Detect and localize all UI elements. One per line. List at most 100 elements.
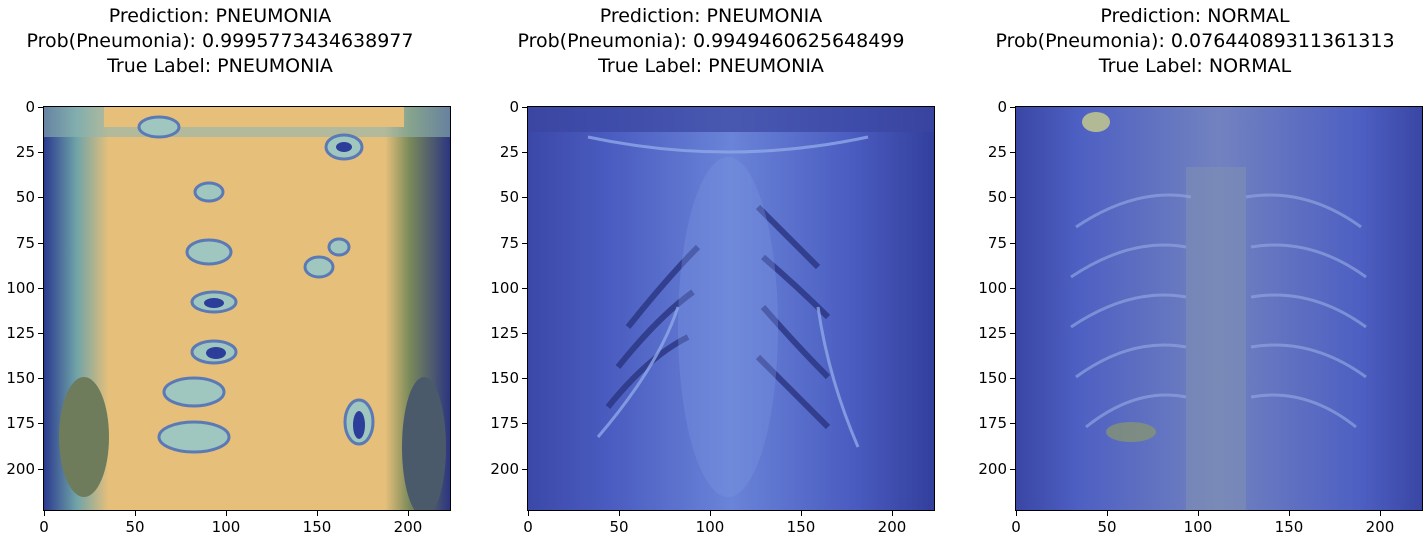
y-tick-mark	[522, 288, 527, 289]
x-tick-label: 50	[609, 518, 629, 536]
y-tick-mark	[522, 107, 527, 108]
x-tick-label: 150	[1274, 518, 1304, 536]
y-tick-mark	[38, 423, 43, 424]
panel-probability: Prob(Pneumonia): 0.9995773434638977	[26, 30, 414, 52]
x-tick-label: 50	[1097, 518, 1117, 536]
y-tick-label: 150	[978, 369, 1007, 387]
y-tick-mark	[38, 197, 43, 198]
y-tick-mark	[1010, 423, 1015, 424]
panel-prediction: Prediction: PNEUMONIA	[108, 5, 332, 27]
y-tick-label: 200	[978, 460, 1007, 478]
x-tick-label: 100	[695, 518, 725, 536]
y-tick-label: 175	[978, 414, 1007, 432]
y-tick-mark	[1010, 152, 1015, 153]
x-tick-mark	[710, 511, 711, 516]
heatmap-image-3	[1015, 106, 1423, 511]
y-tick-mark	[1010, 333, 1015, 334]
x-tick-label: 0	[523, 518, 533, 536]
y-tick-label: 0	[997, 98, 1007, 116]
y-tick-label: 0	[509, 98, 519, 116]
y-tick-label: 75	[499, 234, 519, 252]
y-tick-label: 25	[499, 143, 519, 161]
y-tick-label: 25	[987, 143, 1007, 161]
y-tick-mark	[1010, 107, 1015, 108]
panel-true-label: True Label: NORMAL	[1098, 55, 1292, 77]
y-tick-mark	[522, 469, 527, 470]
xray-overlay-yellow	[44, 107, 450, 510]
y-tick-mark	[1010, 378, 1015, 379]
y-tick-label: 150	[6, 369, 35, 387]
x-tick-label: 50	[125, 518, 145, 536]
y-tick-label: 125	[6, 324, 35, 342]
panel-probability: Prob(Pneumonia): 0.07644089311361313	[995, 30, 1395, 52]
y-tick-label: 175	[6, 414, 35, 432]
x-tick-label: 150	[302, 518, 332, 536]
x-tick-mark	[408, 511, 409, 516]
y-tick-mark	[522, 152, 527, 153]
y-tick-mark	[38, 333, 43, 334]
x-tick-mark	[135, 511, 136, 516]
y-tick-label: 75	[15, 234, 35, 252]
y-tick-label: 200	[6, 460, 35, 478]
x-tick-label: 200	[393, 518, 423, 536]
x-tick-mark	[1016, 511, 1017, 516]
y-tick-mark	[1010, 197, 1015, 198]
y-tick-label: 100	[6, 279, 35, 297]
y-tick-label: 125	[490, 324, 519, 342]
y-tick-label: 150	[490, 369, 519, 387]
y-tick-mark	[38, 152, 43, 153]
x-tick-mark	[801, 511, 802, 516]
xray-overlay-blue	[528, 107, 934, 510]
x-tick-label: 0	[39, 518, 49, 536]
x-tick-label: 100	[1183, 518, 1213, 536]
y-tick-mark	[1010, 243, 1015, 244]
y-tick-mark	[38, 288, 43, 289]
y-tick-label: 50	[15, 188, 35, 206]
y-tick-label: 50	[987, 188, 1007, 206]
y-tick-mark	[1010, 288, 1015, 289]
y-tick-mark	[522, 197, 527, 198]
y-tick-mark	[38, 107, 43, 108]
x-tick-mark	[1198, 511, 1199, 516]
x-tick-mark	[528, 511, 529, 516]
x-tick-mark	[619, 511, 620, 516]
y-tick-mark	[38, 378, 43, 379]
heatmap-image-2	[527, 106, 935, 511]
heatmap-image-1	[43, 106, 451, 511]
x-tick-label: 100	[211, 518, 241, 536]
x-tick-mark	[44, 511, 45, 516]
y-tick-mark	[38, 469, 43, 470]
y-tick-label: 200	[490, 460, 519, 478]
y-tick-mark	[522, 378, 527, 379]
xray-overlay-blue	[1016, 107, 1422, 510]
y-tick-label: 175	[490, 414, 519, 432]
x-tick-mark	[1289, 511, 1290, 516]
panel-prediction: Prediction: NORMAL	[1100, 5, 1290, 27]
x-tick-mark	[317, 511, 318, 516]
x-tick-mark	[1380, 511, 1381, 516]
y-tick-label: 125	[978, 324, 1007, 342]
x-tick-label: 200	[1365, 518, 1395, 536]
x-tick-mark	[226, 511, 227, 516]
x-tick-mark	[892, 511, 893, 516]
y-tick-label: 25	[15, 143, 35, 161]
y-tick-label: 50	[499, 188, 519, 206]
x-tick-label: 200	[877, 518, 907, 536]
panel-probability: Prob(Pneumonia): 0.9949460625648499	[517, 30, 905, 52]
image-panel-2: Prediction: PNEUMONIA Prob(Pneumonia): 0…	[491, 0, 931, 542]
x-tick-label: 0	[1011, 518, 1021, 536]
y-tick-label: 100	[490, 279, 519, 297]
image-panel-1: Prediction: PNEUMONIA Prob(Pneumonia): 0…	[0, 0, 440, 542]
y-tick-label: 100	[978, 279, 1007, 297]
y-tick-mark	[522, 243, 527, 244]
y-tick-mark	[38, 243, 43, 244]
x-tick-label: 150	[786, 518, 816, 536]
y-tick-label: 75	[987, 234, 1007, 252]
y-tick-mark	[522, 333, 527, 334]
image-panel-3: Prediction: NORMAL Prob(Pneumonia): 0.07…	[975, 0, 1415, 542]
y-tick-label: 0	[25, 98, 35, 116]
panel-true-label: True Label: PNEUMONIA	[598, 55, 824, 77]
panel-true-label: True Label: PNEUMONIA	[107, 55, 333, 77]
panel-prediction: Prediction: PNEUMONIA	[599, 5, 823, 27]
y-tick-mark	[522, 423, 527, 424]
